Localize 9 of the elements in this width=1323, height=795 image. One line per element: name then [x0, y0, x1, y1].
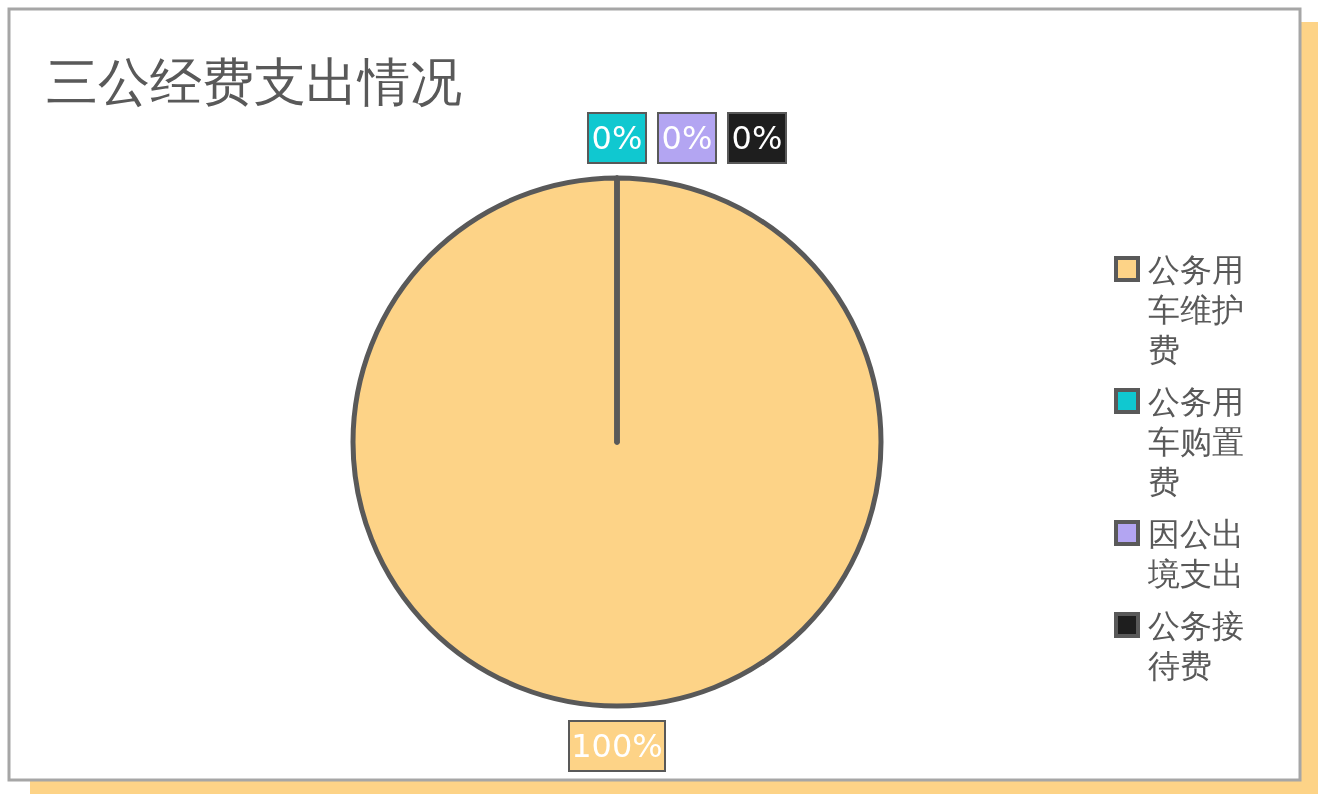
legend-label: 公务用车购置费: [1148, 383, 1244, 501]
legend-label: 因公出境支出: [1147, 515, 1244, 593]
text: 0%: [591, 119, 643, 157]
text: 0%: [731, 119, 783, 157]
data-label: 100%: [571, 727, 663, 765]
text: 0%: [661, 119, 713, 157]
legend-label: 公务接待费: [1148, 607, 1244, 685]
chart-title: 三公经费支出情况: [46, 52, 462, 112]
legend-label: 公务用车维护费: [1148, 251, 1244, 369]
